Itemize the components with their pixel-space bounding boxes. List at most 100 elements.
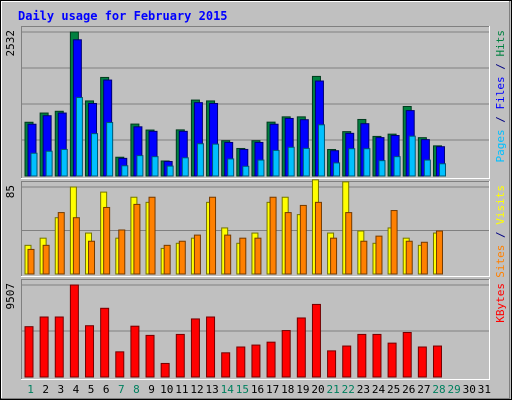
bar-pages-day-22 [348, 148, 356, 177]
bar-pages-day-16 [257, 159, 265, 177]
bar-kbytes-day-22 [342, 345, 352, 378]
bar-pages-day-21 [333, 162, 341, 177]
x-tick-label: 11 [175, 383, 188, 396]
bar-sites-day-15 [239, 237, 247, 275]
bar-pages-day-1 [30, 152, 38, 177]
bar-pages-day-11 [181, 157, 189, 177]
x-tick-label: 17 [266, 383, 279, 396]
bar-sites-day-18 [284, 212, 292, 275]
bar-sites-day-19 [299, 204, 307, 275]
bar-pages-day-15 [242, 165, 250, 177]
bar-sites-day-6 [103, 206, 111, 275]
x-tick-label: 5 [88, 383, 95, 396]
x-tick-label: 21 [327, 383, 340, 396]
bar-pages-day-2 [45, 150, 53, 177]
bar-kbytes-day-19 [296, 317, 306, 378]
x-tick-label: 14 [221, 383, 235, 396]
bar-kbytes-day-20 [311, 303, 321, 378]
bar-pages-day-17 [272, 149, 280, 177]
series-axis-label-kbytes: KBytes [494, 283, 507, 323]
x-tick-label: 4 [73, 383, 80, 396]
x-tick-label: 28 [432, 383, 445, 396]
bar-pages-day-28 [438, 163, 446, 177]
x-tick-label: 8 [133, 383, 140, 396]
axis-label-segment: Files [494, 76, 507, 109]
bar-kbytes-day-28 [432, 345, 442, 378]
bar-kbytes-day-4 [69, 284, 79, 378]
ymax-label-visits-sites: 85 [4, 185, 17, 198]
bar-kbytes-day-13 [206, 316, 216, 378]
bar-pages-day-13 [212, 143, 220, 177]
bar-kbytes-day-23 [357, 333, 367, 378]
bar-sites-day-4 [72, 217, 80, 275]
x-tick-label: 15 [236, 383, 249, 396]
bar-kbytes-day-6 [100, 307, 110, 378]
bar-sites-day-27 [420, 241, 428, 275]
bar-sites-day-25 [390, 210, 398, 275]
bar-sites-day-3 [57, 212, 65, 275]
bar-pages-day-23 [363, 148, 371, 177]
bar-kbytes-day-16 [251, 344, 261, 378]
bar-kbytes-day-12 [190, 318, 200, 378]
bar-sites-day-21 [330, 237, 338, 275]
bar-sites-day-16 [254, 237, 262, 275]
bar-sites-day-2 [42, 244, 50, 275]
ymax-label-kbytes: 9507 [4, 283, 17, 310]
axis-label-segment: Hits [494, 30, 507, 57]
bar-kbytes-day-8 [130, 325, 140, 378]
bar-sites-day-17 [269, 196, 277, 275]
bar-kbytes-day-15 [236, 346, 246, 378]
x-tick-label: 18 [281, 383, 294, 396]
x-tick-label: 23 [357, 383, 370, 396]
bar-pages-day-4 [75, 97, 83, 177]
bar-sites-day-5 [88, 240, 96, 275]
x-tick-label: 30 [463, 383, 476, 396]
x-tick-label: 7 [118, 383, 125, 396]
x-tick-label: 25 [387, 383, 400, 396]
bar-pages-day-7 [121, 165, 129, 177]
bar-pages-day-5 [91, 133, 99, 177]
x-tick-label: 27 [417, 383, 430, 396]
x-tick-label: 9 [148, 383, 155, 396]
axis-label-segment: / [494, 110, 507, 130]
x-tick-label: 1 [27, 383, 34, 396]
bar-sites-day-12 [193, 234, 201, 275]
bar-pages-day-27 [423, 159, 431, 177]
bar-pages-day-14 [227, 158, 235, 177]
bar-pages-day-18 [287, 146, 295, 177]
bar-kbytes-day-14 [221, 352, 231, 378]
bar-kbytes-day-7 [115, 351, 125, 378]
axis-label-segment: Pages [494, 129, 507, 162]
bar-sites-day-28 [435, 230, 443, 275]
bar-sites-day-1 [27, 248, 35, 275]
bar-kbytes-day-3 [54, 316, 64, 378]
bar-pages-day-8 [136, 155, 144, 177]
bar-sites-day-26 [405, 240, 413, 275]
bar-pages-day-3 [60, 148, 68, 177]
bar-pages-day-19 [302, 147, 310, 177]
bar-sites-day-23 [360, 240, 368, 275]
bar-kbytes-day-21 [327, 350, 337, 378]
bar-pages-day-9 [151, 156, 159, 177]
axis-label-segment: Visits [494, 185, 507, 225]
bar-sites-day-8 [133, 203, 141, 275]
bar-pages-day-10 [166, 165, 174, 177]
bar-sites-day-7 [118, 229, 126, 275]
x-tick-label: 24 [372, 383, 386, 396]
bar-sites-day-24 [375, 235, 383, 275]
bar-kbytes-day-17 [266, 341, 276, 378]
x-tick-label: 2 [42, 383, 49, 396]
axis-label-segment: Sites [494, 245, 507, 278]
x-tick-label: 26 [402, 383, 415, 396]
bar-sites-day-14 [224, 234, 232, 275]
axis-label-segment: KBytes [494, 283, 507, 323]
bar-pages-day-25 [393, 156, 401, 177]
bar-kbytes-day-5 [85, 325, 95, 378]
bar-sites-day-9 [148, 196, 156, 275]
bar-kbytes-day-24 [372, 333, 382, 378]
x-tick-label: 6 [103, 383, 110, 396]
x-tick-label: 29 [448, 383, 461, 396]
bar-sites-day-20 [314, 201, 322, 275]
